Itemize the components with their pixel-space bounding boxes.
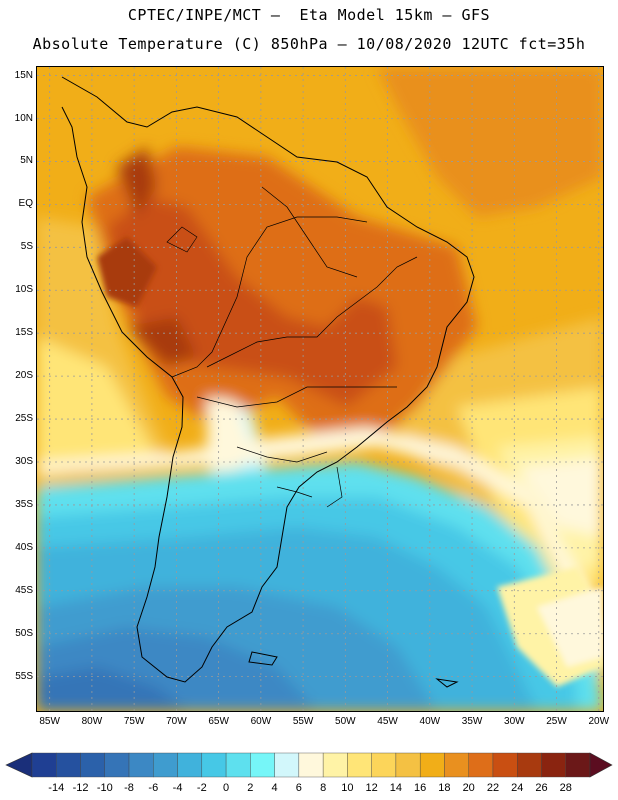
lon-label: 65W [208, 716, 229, 727]
temperature-field [37, 67, 603, 711]
colorbar-label: 4 [271, 782, 278, 794]
colorbar-swatch [56, 752, 81, 778]
lon-label: 70W [166, 716, 187, 727]
colorbar-label: -14 [48, 782, 65, 794]
colorbar-label: -12 [72, 782, 89, 794]
lon-label: 25W [546, 716, 567, 727]
colorbar-label: -4 [172, 782, 183, 794]
lon-label: 60W [250, 716, 272, 727]
colorbar-arrow-high [589, 752, 613, 778]
colorbar-label: 10 [341, 782, 354, 794]
colorbar-label: 2 [247, 782, 254, 794]
lat-label: 40S [15, 541, 33, 553]
lon-label: 45W [377, 716, 398, 727]
lon-label: 50W [335, 716, 356, 727]
lat-label: 20S [15, 370, 33, 382]
colorbar-label: 22 [486, 782, 500, 794]
colorbar-swatch [371, 752, 397, 778]
lat-label: 10S [15, 284, 33, 296]
colorbar-label: 6 [295, 782, 302, 794]
colorbar-label: 0 [223, 782, 230, 794]
colorbar-label: 8 [320, 782, 327, 794]
colorbar-swatch [517, 752, 542, 778]
colorbar-label: -10 [96, 782, 113, 794]
colorbar-label: 14 [389, 782, 403, 794]
lon-label: 55W [292, 716, 314, 727]
colorbar-label: 20 [462, 782, 475, 794]
colorbar-swatch [225, 752, 251, 778]
colorbar-swatch [322, 752, 348, 778]
colorbar-swatch [565, 752, 591, 778]
lat-label: 35S [15, 498, 33, 510]
temperature-map [36, 66, 604, 712]
lat-label: 15S [15, 327, 33, 339]
colorbar-label: 28 [559, 782, 572, 794]
colorbar-swatch [541, 752, 566, 778]
colorbar-swatch [153, 752, 178, 778]
colorbar-label: 16 [414, 782, 427, 794]
colorbar-swatch [419, 752, 445, 778]
temperature-detail [97, 237, 603, 687]
colorbar-swatch [347, 752, 372, 778]
lon-label: 85W [39, 716, 60, 727]
colorbar-swatch [80, 752, 105, 778]
colorbar-swatch [395, 752, 421, 778]
colorbar-label: 18 [438, 782, 451, 794]
lat-label: 30S [15, 455, 33, 467]
colorbar-swatch [177, 752, 203, 778]
lat-label: 50S [15, 627, 33, 639]
colorbar-label: -6 [148, 782, 159, 794]
colorbar-arrow-low [5, 752, 33, 778]
colorbar-label: -8 [124, 782, 134, 794]
colorbar-swatch [201, 752, 227, 778]
colorbar-label: 26 [535, 782, 548, 794]
colorbar-swatch [250, 752, 275, 778]
lat-label: 15N [14, 69, 33, 81]
lat-label: 55S [15, 670, 33, 682]
lon-label: 30W [504, 716, 525, 727]
colorbar-label: 24 [511, 782, 524, 794]
lat-label: 25S [15, 413, 33, 425]
lon-label: 75W [123, 716, 145, 727]
lat-label: 45S [15, 584, 33, 596]
lon-label: 35W [461, 716, 483, 727]
colorbar-swatch [104, 752, 130, 778]
colorbar-label: -2 [196, 782, 207, 794]
lon-label: 20W [588, 716, 610, 727]
temperature-colorbar [5, 752, 613, 778]
lat-label: 5S [20, 241, 33, 253]
lat-label: EQ [18, 198, 33, 210]
lon-label: 40W [419, 716, 441, 727]
colorbar-swatch [274, 752, 300, 778]
colorbar-swatch [298, 752, 324, 778]
lat-label: 10N [14, 112, 33, 124]
coastlines [61, 76, 475, 688]
colorbar-swatch [444, 752, 469, 778]
lat-label: 5N [20, 155, 33, 167]
colorbar-swatch [31, 752, 57, 778]
lon-label: 80W [81, 716, 103, 727]
map-title-line1: CPTEC/INPE/MCT – Eta Model 15km – GFS [127, 6, 491, 24]
colorbar-swatch [492, 752, 518, 778]
colorbar-swatch [128, 752, 154, 778]
colorbar-swatch [468, 752, 494, 778]
map-graticule [37, 67, 603, 711]
colorbar-label: 12 [365, 782, 378, 794]
map-title-line2: Absolute Temperature (C) 850hPa – 10/08/… [32, 35, 586, 53]
